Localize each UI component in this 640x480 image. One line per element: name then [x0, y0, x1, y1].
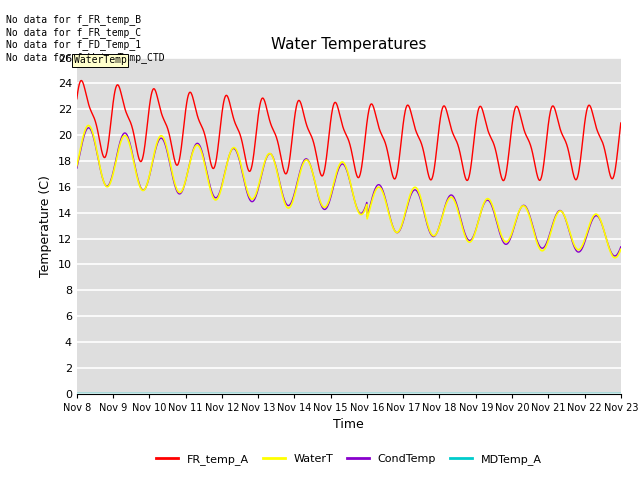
Text: WaterTemp: WaterTemp — [74, 55, 127, 65]
Text: No data for f_FR_temp_B
No data for f_FR_temp_C
No data for f_FD_Temp_1
No data : No data for f_FR_temp_B No data for f_FR… — [6, 14, 165, 63]
X-axis label: Time: Time — [333, 418, 364, 431]
Title: Water Temperatures: Water Temperatures — [271, 37, 426, 52]
Legend: FR_temp_A, WaterT, CondTemp, MDTemp_A: FR_temp_A, WaterT, CondTemp, MDTemp_A — [152, 450, 546, 469]
Y-axis label: Temperature (C): Temperature (C) — [39, 175, 52, 276]
